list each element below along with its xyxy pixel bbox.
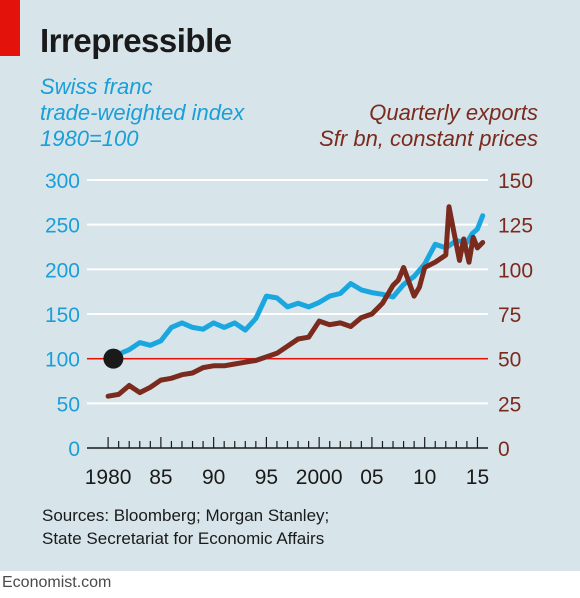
y-right-tick-label: 50 bbox=[498, 349, 521, 372]
x-tick-label: 15 bbox=[466, 466, 489, 489]
y-left-tick-label: 150 bbox=[45, 304, 80, 327]
x-tick-label: 85 bbox=[149, 466, 172, 489]
y-left-tick-label: 300 bbox=[45, 170, 80, 193]
franc-index-line bbox=[110, 213, 486, 362]
y-left-tick-label: 50 bbox=[57, 393, 80, 416]
x-tick-label: 10 bbox=[413, 466, 436, 489]
y-left-tick-label: 0 bbox=[68, 438, 80, 461]
right-axis-label-line-1: Quarterly exports bbox=[369, 100, 538, 125]
y-right-tick-label: 100 bbox=[498, 259, 533, 282]
x-tick-label: 1980 bbox=[85, 466, 132, 489]
base-year-marker bbox=[103, 348, 124, 369]
right-axis-label-line-2: Sfr bn, constant prices bbox=[319, 126, 538, 151]
source-line-2: State Secretariat for Economic Affairs bbox=[42, 529, 325, 548]
y-right-tick-label: 0 bbox=[498, 438, 510, 461]
chart-panel: Irrepressible Swiss franc trade-weighted… bbox=[0, 0, 580, 571]
left-axis-label-line-3: 1980=100 bbox=[40, 126, 139, 151]
left-axis-label: Swiss franc trade-weighted index 1980=10… bbox=[40, 74, 340, 152]
y-left-tick-label: 250 bbox=[45, 215, 80, 238]
y-right-tick-label: 125 bbox=[498, 215, 533, 238]
y-right-tick-label: 75 bbox=[498, 304, 521, 327]
source-note: Sources: Bloomberg; Morgan Stanley; Stat… bbox=[42, 504, 329, 550]
y-right-tick-label: 25 bbox=[498, 393, 521, 416]
right-axis-label: Quarterly exports Sfr bn, constant price… bbox=[218, 100, 538, 152]
left-axis-label-line-1: Swiss franc bbox=[40, 74, 153, 99]
y-left-tick-label: 200 bbox=[45, 259, 80, 282]
y-left-tick-label: 100 bbox=[45, 349, 80, 372]
chart-title: Irrepressible bbox=[40, 22, 232, 59]
footer-credit: Economist.com bbox=[2, 574, 112, 591]
exports-line bbox=[105, 204, 486, 399]
left-axis-label-line-2: trade-weighted index bbox=[40, 100, 245, 125]
x-tick-label: 95 bbox=[255, 466, 278, 489]
brand-tag bbox=[0, 0, 20, 56]
x-tick-label: 2000 bbox=[296, 466, 343, 489]
y-right-tick-label: 150 bbox=[498, 170, 533, 193]
x-tick-label: 05 bbox=[360, 466, 383, 489]
source-line-1: Sources: Bloomberg; Morgan Stanley; bbox=[42, 506, 330, 525]
x-tick-label: 90 bbox=[202, 466, 225, 489]
